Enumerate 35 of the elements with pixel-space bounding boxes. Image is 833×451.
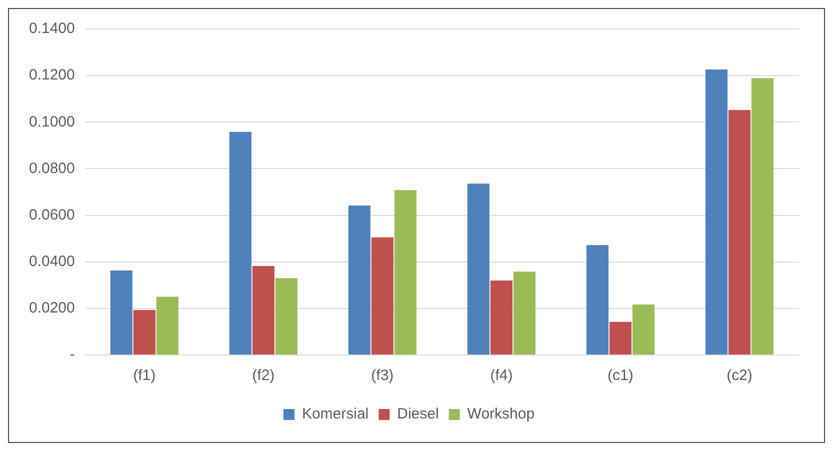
x-tick-label: (c2) bbox=[726, 367, 752, 384]
y-tick-label: - bbox=[70, 346, 75, 364]
bar bbox=[371, 237, 394, 354]
bar bbox=[705, 70, 728, 354]
bar bbox=[490, 280, 512, 354]
bar bbox=[133, 310, 156, 354]
bar bbox=[275, 278, 298, 354]
y-tick-label: 0.1000 bbox=[28, 113, 75, 130]
y-tick-label: 0.1400 bbox=[28, 20, 75, 38]
bar bbox=[513, 272, 536, 354]
bar bbox=[586, 245, 609, 354]
bar bbox=[751, 78, 774, 354]
legend-label: Diesel bbox=[397, 406, 439, 423]
x-tick-label: (f2) bbox=[252, 367, 275, 384]
y-tick-label: 0.0600 bbox=[28, 206, 75, 224]
bar bbox=[110, 270, 132, 354]
legend-label: Workshop bbox=[467, 406, 535, 423]
bar bbox=[609, 322, 632, 354]
bar bbox=[156, 296, 178, 354]
x-tick-label: (c1) bbox=[608, 367, 634, 384]
bar bbox=[348, 206, 370, 354]
x-tick-label: (f1) bbox=[133, 367, 156, 384]
y-tick-label: 0.0800 bbox=[28, 160, 75, 177]
legend-label: Komersial bbox=[302, 406, 369, 423]
bar bbox=[252, 266, 274, 354]
y-tick-label: 0.1200 bbox=[28, 66, 75, 84]
x-tick-label: (f3) bbox=[371, 367, 394, 384]
x-tick-label: (f4) bbox=[490, 367, 513, 384]
bar bbox=[728, 110, 751, 354]
bar bbox=[394, 190, 416, 354]
bar bbox=[467, 184, 490, 354]
y-tick-label: 0.0400 bbox=[28, 253, 75, 270]
bar bbox=[229, 132, 252, 354]
y-tick-label: 0.0200 bbox=[28, 300, 75, 317]
bar bbox=[632, 304, 655, 354]
